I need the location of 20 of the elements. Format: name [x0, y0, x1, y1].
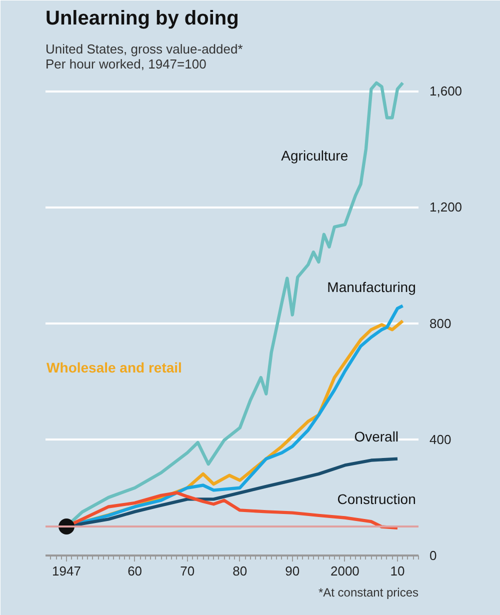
y-tick-label: 800	[430, 316, 452, 331]
series-label: Agriculture	[281, 147, 348, 164]
x-tick-label: 1947	[52, 564, 81, 578]
chart-subtitle: United States, gross value-added* Per hour worked, 1947=100	[46, 42, 243, 72]
series-label: Manufacturing	[327, 278, 416, 295]
text: Wholesale and retail	[46, 359, 182, 376]
y-tick-label: 400	[430, 432, 452, 447]
text: *At constant prices	[318, 586, 419, 600]
x-tick-label: 60	[128, 564, 142, 578]
x-tick-label: 80	[232, 564, 248, 578]
x-tick-label: 2000	[330, 564, 360, 578]
chart-title: Unlearning by doing	[46, 8, 239, 30]
series-label: Overall	[354, 428, 399, 444]
y-tick-label: 0	[430, 548, 437, 563]
x-tick-label: 90	[285, 564, 300, 578]
series-label: Construction	[337, 491, 416, 508]
x-tick-label: 70	[180, 564, 195, 578]
y-tick-label: 1,200	[430, 200, 462, 215]
y-tick-label: 1,600	[430, 84, 462, 99]
x-tick-label: 10	[390, 564, 405, 578]
